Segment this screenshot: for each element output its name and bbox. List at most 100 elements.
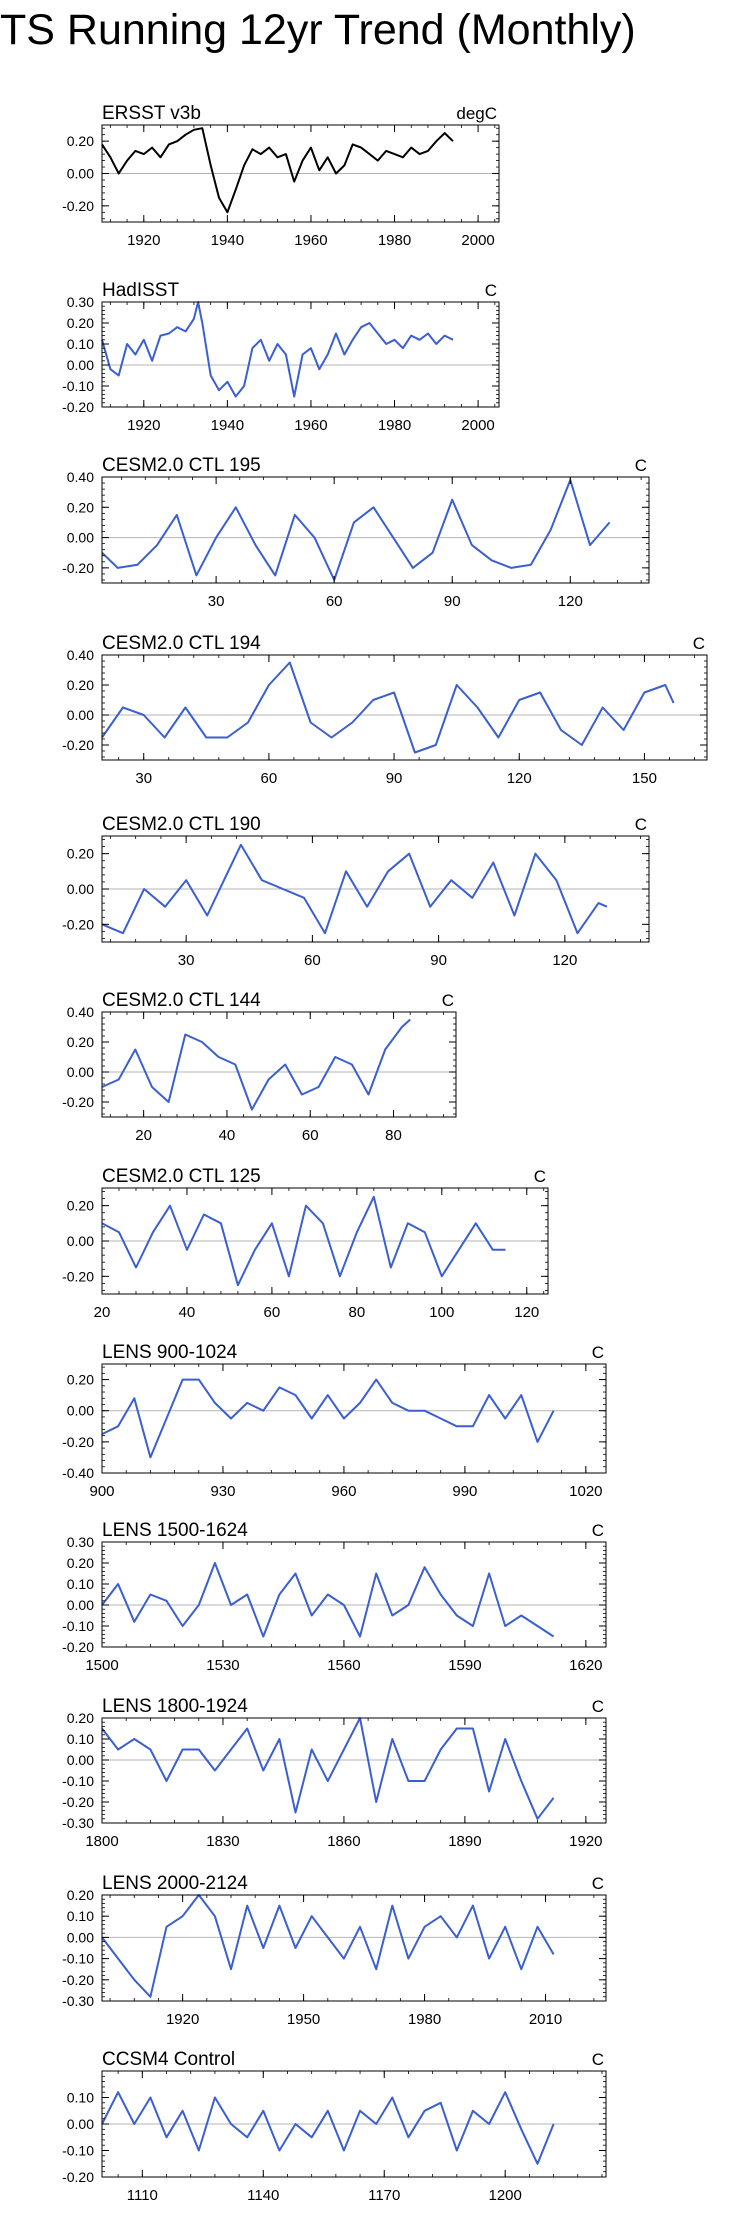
series-line <box>101 1378 555 1459</box>
x-tick-label: 80 <box>385 1127 402 1144</box>
units-label: C <box>592 1521 604 1540</box>
x-tick-label: 120 <box>507 770 532 787</box>
x-tick-label: 1200 <box>489 2187 522 2204</box>
y-tick-label: 0.10 <box>67 1908 94 1924</box>
series-line <box>101 2091 555 2165</box>
x-tick-label: 1170 <box>368 2187 400 2204</box>
y-tick-label: 0.00 <box>67 357 94 373</box>
x-tick-label: 1940 <box>211 232 244 249</box>
x-tick-label: 120 <box>552 952 577 969</box>
y-tick-label: 0.10 <box>67 1731 94 1747</box>
x-tick-label: 60 <box>304 952 321 969</box>
x-tick-label: 900 <box>89 1483 114 1500</box>
x-tick-label: 1960 <box>294 417 327 434</box>
y-tick-label: 0.20 <box>67 1555 94 1571</box>
series-line <box>101 1894 555 1998</box>
x-tick-label: 20 <box>135 1127 152 1144</box>
units-label: C <box>485 281 497 300</box>
chart-title: CCSM4 Control <box>102 2049 235 2070</box>
y-tick-label: 0.30 <box>67 1534 94 1550</box>
chart-panel: HadISST C 1920 1940 1960 1980 2000 -0.20 -0.10 0.… <box>62 280 500 434</box>
chart-panel: CCSM4 Control C 1110 1140 1170 1200 -0.20 -0.10… <box>62 2049 607 2204</box>
x-tick-label: 30 <box>135 770 152 787</box>
x-tick-label: 1620 <box>569 1657 602 1674</box>
y-tick-label: -0.20 <box>62 560 94 576</box>
plot-frame <box>101 1541 607 1648</box>
chart-panel: ERSST v3b degC 1920 1940 1960 1980 2000 -0.20 0.… <box>62 103 500 249</box>
chart-panel: LENS 900-1024 C 900 930 960 990 1020 -0.40 -0.20… <box>62 1342 607 1500</box>
x-tick-label: 1860 <box>327 1833 360 1850</box>
y-tick-label: 0.00 <box>67 1929 94 1945</box>
y-tick-label: 0.40 <box>67 469 94 485</box>
x-tick-label: 1140 <box>247 2187 279 2204</box>
series-line <box>101 661 675 754</box>
x-tick-label: 1560 <box>327 1657 360 1674</box>
x-tick-label: 2000 <box>461 232 494 249</box>
x-tick-label: 1950 <box>287 2011 320 2028</box>
x-tick-label: 100 <box>429 1304 454 1321</box>
x-tick-label: 1980 <box>408 2011 441 2028</box>
x-tick-label: 1960 <box>294 232 327 249</box>
x-tick-label: 930 <box>210 1483 235 1500</box>
y-tick-label: 0.20 <box>67 499 94 515</box>
x-tick-label: 1920 <box>569 1833 602 1850</box>
x-tick-label: 1110 <box>127 2187 158 2204</box>
series-line <box>101 1195 506 1287</box>
y-tick-label: 0.10 <box>67 1576 94 1592</box>
x-tick-label: 20 <box>94 1304 111 1321</box>
x-tick-label: 60 <box>326 593 343 610</box>
chart-title: LENS 900-1024 <box>102 1342 238 1363</box>
plot-frame <box>101 301 500 408</box>
x-tick-label: 1590 <box>448 1657 481 1674</box>
y-tick-label: 0.20 <box>67 677 94 693</box>
y-tick-label: -0.10 <box>62 2143 94 2159</box>
y-tick-label: 0.10 <box>67 2090 94 2106</box>
x-tick-label: 1940 <box>211 417 244 434</box>
chart-title: CESM2.0 CTL 144 <box>102 990 261 1011</box>
y-tick-label: -0.10 <box>62 378 94 394</box>
x-tick-label: 90 <box>444 593 461 610</box>
y-tick-label: 0.00 <box>67 1064 94 1080</box>
y-tick-label: 0.00 <box>67 530 94 546</box>
x-tick-label: 1830 <box>206 1833 239 1850</box>
x-tick-label: 1530 <box>206 1657 239 1674</box>
y-tick-label: -0.20 <box>62 1434 94 1450</box>
x-tick-label: 2000 <box>461 417 494 434</box>
y-tick-label: -0.20 <box>62 1639 94 1655</box>
units-label: C <box>592 2050 604 2069</box>
chart-title: CESM2.0 CTL 190 <box>102 814 261 835</box>
chart-panel: CESM2.0 CTL 194 C 30 60 90 120 150 -0.20 0.00 0.2… <box>62 633 708 787</box>
x-tick-label: 2010 <box>529 2011 562 2028</box>
chart-title: LENS 1800-1924 <box>102 1696 248 1717</box>
x-tick-label: 1800 <box>85 1833 118 1850</box>
y-tick-label: 0.10 <box>67 336 94 352</box>
x-tick-label: 990 <box>452 1483 477 1500</box>
chart-title: CESM2.0 CTL 195 <box>102 455 261 476</box>
chart-panel: LENS 1800-1924 C 1800 1830 1860 1890 1920 -0.30… <box>62 1696 607 1850</box>
chart-panel: CESM2.0 CTL 190 C 30 60 90 120 -0.20 0.00 0.20 <box>62 814 650 969</box>
units-label: C <box>635 815 647 834</box>
y-tick-label: -0.20 <box>62 916 94 932</box>
y-tick-label: -0.20 <box>62 1094 94 1110</box>
x-tick-label: 1890 <box>448 1833 481 1850</box>
x-tick-label: 30 <box>178 952 195 969</box>
units-label: C <box>693 634 705 653</box>
y-tick-label: -0.20 <box>62 737 94 753</box>
x-tick-label: 90 <box>430 952 447 969</box>
y-tick-label: 0.00 <box>67 1597 94 1613</box>
y-tick-label: 0.00 <box>67 2116 94 2132</box>
plot-frame <box>101 1011 457 1118</box>
plot-frame <box>101 476 650 584</box>
chart-title: LENS 2000-2124 <box>102 1873 248 1894</box>
y-tick-label: 0.20 <box>67 315 94 331</box>
chart-panel: CESM2.0 CTL 195 C 30 60 90 120 -0.20 0.00 0.20 0.… <box>62 455 650 610</box>
x-tick-label: 60 <box>302 1127 319 1144</box>
y-tick-label: -0.10 <box>62 1618 94 1634</box>
x-tick-label: 1500 <box>85 1657 118 1674</box>
chart-title: LENS 1500-1624 <box>102 1520 248 1541</box>
y-tick-label: -0.20 <box>62 399 94 415</box>
x-tick-label: 1980 <box>378 232 411 249</box>
y-tick-label: -0.20 <box>62 2169 94 2185</box>
chart-panel: LENS 2000-2124 C 1920 1950 1980 2010 -0.30 -0.2… <box>62 1873 607 2028</box>
x-tick-label: 60 <box>264 1304 281 1321</box>
